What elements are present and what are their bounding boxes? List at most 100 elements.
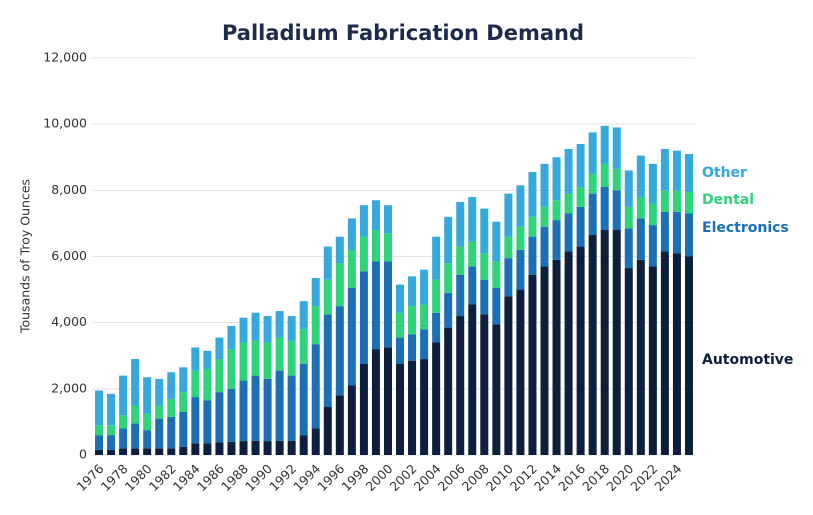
bar-segment xyxy=(191,443,200,455)
bar-segment xyxy=(203,350,212,369)
bar-segment xyxy=(107,425,116,436)
bar-segment xyxy=(287,375,296,441)
bar-segment xyxy=(612,168,621,191)
bar-segment xyxy=(540,226,549,267)
bar-segment xyxy=(275,337,284,371)
bar-segment xyxy=(504,258,513,297)
bar-segment xyxy=(492,287,501,325)
bar-segment xyxy=(528,216,537,237)
x-tick-label: 2002 xyxy=(387,461,420,494)
bar-segment xyxy=(468,241,477,267)
bar-segment xyxy=(456,246,465,275)
bar-segment xyxy=(612,127,621,169)
bar-segment xyxy=(299,329,308,365)
x-tick-label: 1984 xyxy=(170,461,203,494)
bar-segment xyxy=(359,205,368,237)
bar-segment xyxy=(359,364,368,455)
bar-segment xyxy=(480,279,489,315)
bar-segment xyxy=(492,221,501,262)
bar-segment xyxy=(468,196,477,242)
bar-segment xyxy=(143,413,152,431)
bar-segment xyxy=(239,441,248,455)
bar-segment xyxy=(155,448,164,455)
bar-segment xyxy=(287,340,296,376)
y-tick-label: 4,000 xyxy=(51,314,87,329)
bar-segment xyxy=(275,311,284,338)
bar-segment xyxy=(299,301,308,330)
x-tick-label: 1986 xyxy=(194,461,227,494)
legend-label: Other xyxy=(702,165,747,181)
bar-segment xyxy=(155,405,164,419)
bar-segment xyxy=(311,306,320,345)
bar-segment xyxy=(95,390,104,426)
bar-segment xyxy=(311,278,320,307)
bar-segment xyxy=(299,364,308,436)
bar-segment xyxy=(564,193,573,214)
bar-segment xyxy=(672,253,681,455)
y-axis-label: Tousands of Troy Ounces xyxy=(18,179,33,334)
x-tick-label: 2010 xyxy=(483,461,516,494)
y-tick-label: 6,000 xyxy=(51,248,87,263)
bar-segment xyxy=(143,448,152,455)
bar-segment xyxy=(468,304,477,455)
bar-segment xyxy=(119,415,128,429)
bar-segment xyxy=(95,435,104,451)
bar-segment xyxy=(480,208,489,254)
bar-segment xyxy=(251,340,260,376)
bar-segment xyxy=(636,218,645,260)
x-tick-label: 1978 xyxy=(98,461,131,494)
bar-segment xyxy=(432,312,441,343)
bar-segment xyxy=(347,385,356,455)
x-tick-label: 2012 xyxy=(507,461,540,494)
bar-segment xyxy=(371,261,380,350)
bar-segment xyxy=(648,203,657,226)
bar-segment xyxy=(432,279,441,313)
bar-segment xyxy=(191,347,200,371)
bar-segment xyxy=(600,230,609,455)
bar-segment xyxy=(420,329,429,360)
bar-segment xyxy=(287,316,296,341)
bar-segment xyxy=(684,213,693,257)
bar-segment xyxy=(552,259,561,455)
bar-segment xyxy=(347,249,356,288)
bar-segment xyxy=(227,325,236,350)
bar-segment xyxy=(516,289,525,455)
bar-segment xyxy=(95,425,104,436)
bar-segment xyxy=(323,279,332,315)
bar-segment xyxy=(624,268,633,455)
bar-segment xyxy=(203,443,212,455)
y-tick-label: 2,000 xyxy=(51,380,87,395)
bar-segment xyxy=(275,440,284,455)
bar-segment xyxy=(528,274,537,455)
bar-segment xyxy=(215,442,224,455)
bar-segment xyxy=(660,190,669,212)
bar-segment xyxy=(588,193,597,235)
bar-segment xyxy=(636,196,645,219)
x-tick-label: 2014 xyxy=(531,461,564,494)
bar-segment xyxy=(239,317,248,343)
x-tick-label: 2004 xyxy=(411,461,444,494)
bar-segment xyxy=(456,316,465,455)
bar-segment xyxy=(648,225,657,267)
x-tick-label: 1982 xyxy=(146,461,179,494)
bar-segment xyxy=(564,148,573,194)
bar-segment xyxy=(444,263,453,293)
bar-segment xyxy=(179,392,188,412)
bar-segment xyxy=(167,372,176,399)
legend-label: Automotive xyxy=(702,352,793,368)
legend-label: Dental xyxy=(702,192,754,208)
bar-segment xyxy=(576,187,585,207)
bar-segment xyxy=(215,337,224,360)
x-tick-label: 1976 xyxy=(74,461,107,494)
bar-segment xyxy=(396,364,405,455)
bar-segment xyxy=(456,201,465,247)
bar-segment xyxy=(167,398,176,417)
bar-segment xyxy=(504,236,513,259)
x-tick-label: 1992 xyxy=(266,461,299,494)
bar-segment xyxy=(564,213,573,252)
x-tick-label: 2016 xyxy=(555,461,588,494)
bar-segment xyxy=(143,430,152,449)
bar-segment xyxy=(516,185,525,227)
bar-segment xyxy=(119,375,128,416)
